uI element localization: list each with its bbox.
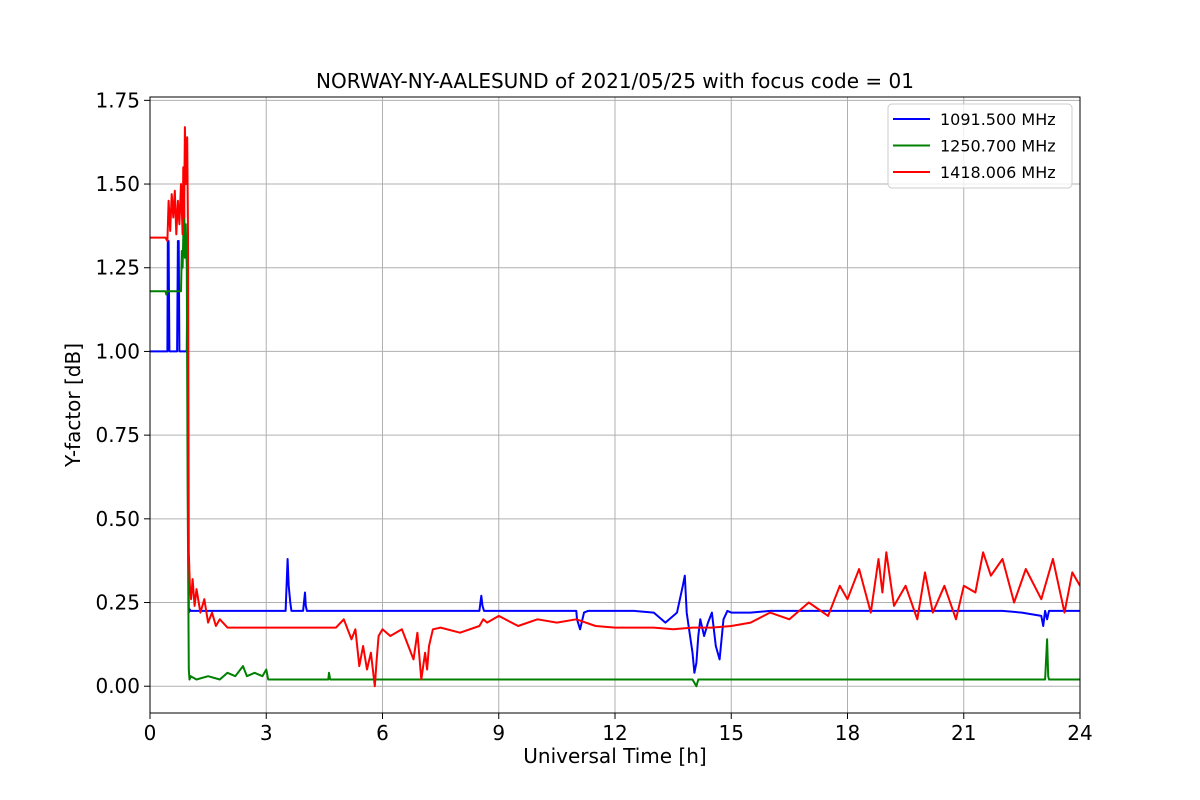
x-tick-label: 9	[492, 721, 505, 745]
chart-title: NORWAY-NY-AALESUND of 2021/05/25 with fo…	[316, 69, 914, 93]
y-tick-label: 1.50	[95, 172, 140, 196]
y-tick-label: 0.50	[95, 507, 140, 531]
x-tick-label: 18	[835, 721, 860, 745]
x-axis-label: Universal Time [h]	[523, 744, 706, 768]
plot-series	[150, 126, 1080, 688]
y-tick-label: 1.25	[95, 256, 140, 280]
x-tick-label: 0	[144, 721, 157, 745]
legend-label: 1091.500 MHz	[940, 110, 1056, 129]
y-axis-label: Y-factor [dB]	[61, 343, 85, 468]
series-line-3	[150, 126, 1080, 688]
x-tick-label: 21	[951, 721, 976, 745]
x-tick-label: 15	[719, 721, 744, 745]
x-tick-label: 12	[602, 721, 627, 745]
x-tick-label: 24	[1067, 721, 1092, 745]
y-tick-label: 1.75	[95, 88, 140, 112]
legend-label: 1418.006 MHz	[940, 163, 1056, 182]
y-tick-label: 0.75	[95, 423, 140, 447]
axis-ticks: 0 3 6 9 12 15 18 21 24 0.00 0.25 0.50 0.75 1.00 1.25 1.…	[95, 88, 1092, 745]
series-line-1	[150, 240, 1080, 674]
legend-box	[887, 103, 1073, 189]
y-tick-label: 0.25	[95, 591, 140, 615]
legend: 1091.500 MHz 1250.700 MHz 1418.006 MHz	[887, 103, 1073, 189]
series-line-2	[150, 199, 1080, 688]
x-tick-label: 6	[376, 721, 389, 745]
y-tick-label: 0.00	[95, 674, 140, 698]
legend-label: 1250.700 MHz	[940, 137, 1056, 156]
y-tick-label: 1.00	[95, 339, 140, 363]
x-tick-label: 3	[260, 721, 273, 745]
